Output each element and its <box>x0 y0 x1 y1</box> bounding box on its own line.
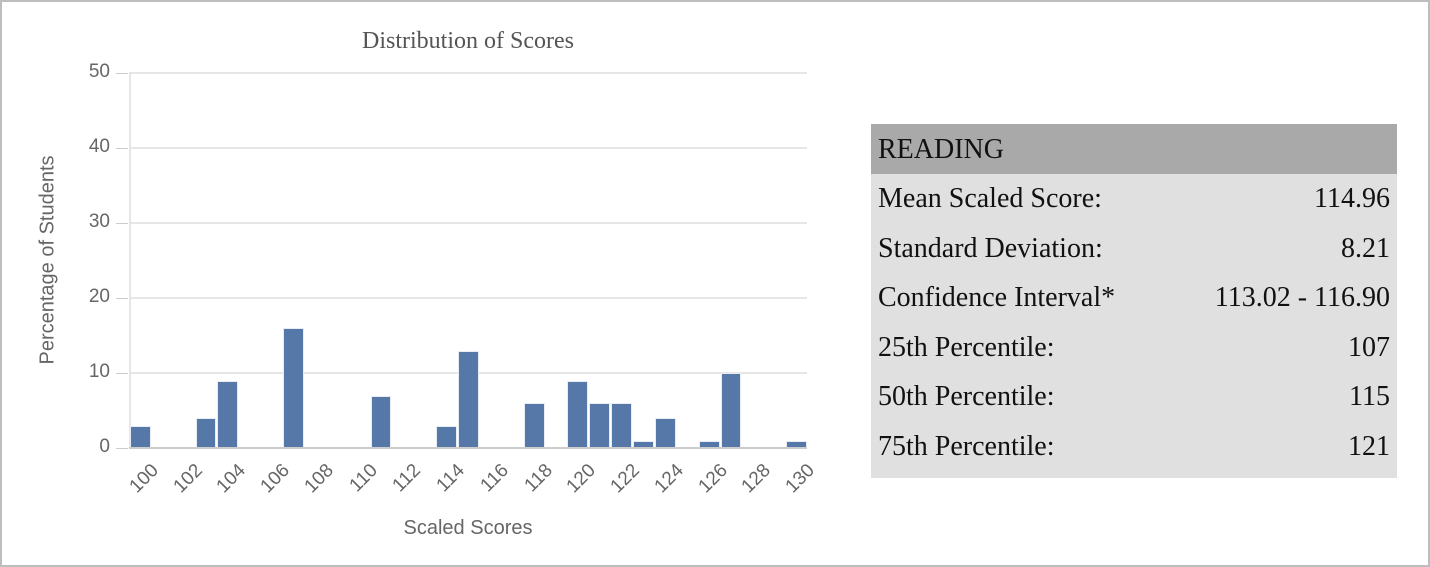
bar-100 <box>130 425 151 448</box>
x-tick-label: 102 <box>169 460 207 498</box>
chart-title: Distribution of Scores <box>362 28 574 54</box>
x-tick-label: 122 <box>606 460 644 498</box>
x-tick-label: 112 <box>388 460 426 497</box>
x-tick-label: 100 <box>125 460 163 498</box>
bar-124 <box>654 418 676 448</box>
gridline <box>129 147 807 149</box>
stats-label: Confidence Interval* <box>878 282 1116 314</box>
y-axis-line <box>129 73 131 448</box>
stats-value: 115 <box>1349 381 1390 413</box>
stats-body: Mean Scaled Score: 114.96 Standard Devia… <box>871 174 1397 478</box>
x-tick-label: 110 <box>345 460 382 497</box>
stats-row-50th-percentile: 50th Percentile: 115 <box>871 372 1397 422</box>
y-tick-mark <box>116 448 128 449</box>
stats-row-75th-percentile: 75th Percentile: 121 <box>871 422 1397 472</box>
x-tick-label: 106 <box>256 460 295 498</box>
bar-115 <box>458 350 479 448</box>
stats-label: Mean Scaled Score: <box>878 183 1102 214</box>
bar-121 <box>589 403 611 448</box>
gridline <box>129 222 807 224</box>
bar-120 <box>567 380 589 448</box>
stats-row-std-dev: Standard Deviation: 8.21 <box>871 224 1397 274</box>
bar-103 <box>195 418 217 448</box>
bar-127 <box>720 373 742 448</box>
y-tick-label: 30 <box>88 211 110 232</box>
y-tick-mark <box>116 73 128 74</box>
bar-104 <box>217 380 239 448</box>
x-axis-line <box>129 447 807 449</box>
stats-table: READING Mean Scaled Score: 114.96 Standa… <box>871 124 1397 478</box>
y-tick-label: 20 <box>88 286 110 307</box>
y-tick-label: 0 <box>99 436 110 457</box>
stats-label: 25th Percentile: <box>878 331 1055 363</box>
gridline <box>129 297 807 299</box>
y-tick-label: 40 <box>88 136 110 157</box>
stats-row-25th-percentile: 25th Percentile: 107 <box>871 323 1397 373</box>
x-tick-label: 104 <box>212 460 251 498</box>
x-tick-label: 116 <box>476 460 513 497</box>
x-tick-label: 128 <box>737 460 776 498</box>
stats-header: READING <box>871 124 1397 174</box>
x-tick-label: 114 <box>432 460 469 497</box>
x-tick-label: 126 <box>694 460 732 498</box>
y-tick-mark <box>116 148 128 149</box>
bar-chart: 0 10 20 30 40 50 100 102 104 106 108 110 112 114 116 11… <box>88 61 819 498</box>
y-tick-label: 50 <box>88 61 110 82</box>
stats-value: 8.21 <box>1341 232 1390 264</box>
stats-value: 113.02 - 116.90 <box>1214 282 1390 314</box>
x-tick-label: 118 <box>520 460 557 497</box>
bar-111 <box>370 395 392 448</box>
bar-118 <box>523 403 545 448</box>
y-tick-mark <box>116 373 128 374</box>
y-tick-mark <box>116 223 128 224</box>
bar-114 <box>436 425 458 448</box>
x-axis-title: Scaled Scores <box>403 517 533 539</box>
bar-122 <box>611 403 633 448</box>
gridline <box>129 72 807 74</box>
stats-row-confidence-interval: Confidence Interval* 113.02 - 116.90 <box>871 273 1397 323</box>
stats-label: 75th Percentile: <box>878 430 1055 462</box>
y-tick-mark <box>116 298 128 299</box>
stats-label: Standard Deviation: <box>878 232 1103 264</box>
bar-107 <box>283 328 304 448</box>
x-tick-label: 120 <box>562 460 601 498</box>
stats-value: 107 <box>1348 331 1390 363</box>
y-axis-title: Percentage of Students <box>36 155 59 365</box>
y-tick-label: 10 <box>88 361 110 382</box>
x-tick-label: 108 <box>300 460 338 498</box>
stats-row-mean: Mean Scaled Score: 114.96 <box>871 174 1397 224</box>
x-tick-label: 124 <box>650 460 688 498</box>
stats-value: 121 <box>1348 430 1390 462</box>
x-tick-label: 130 <box>781 460 819 498</box>
stats-value: 114.96 <box>1314 183 1390 214</box>
stats-label: 50th Percentile: <box>878 381 1055 413</box>
